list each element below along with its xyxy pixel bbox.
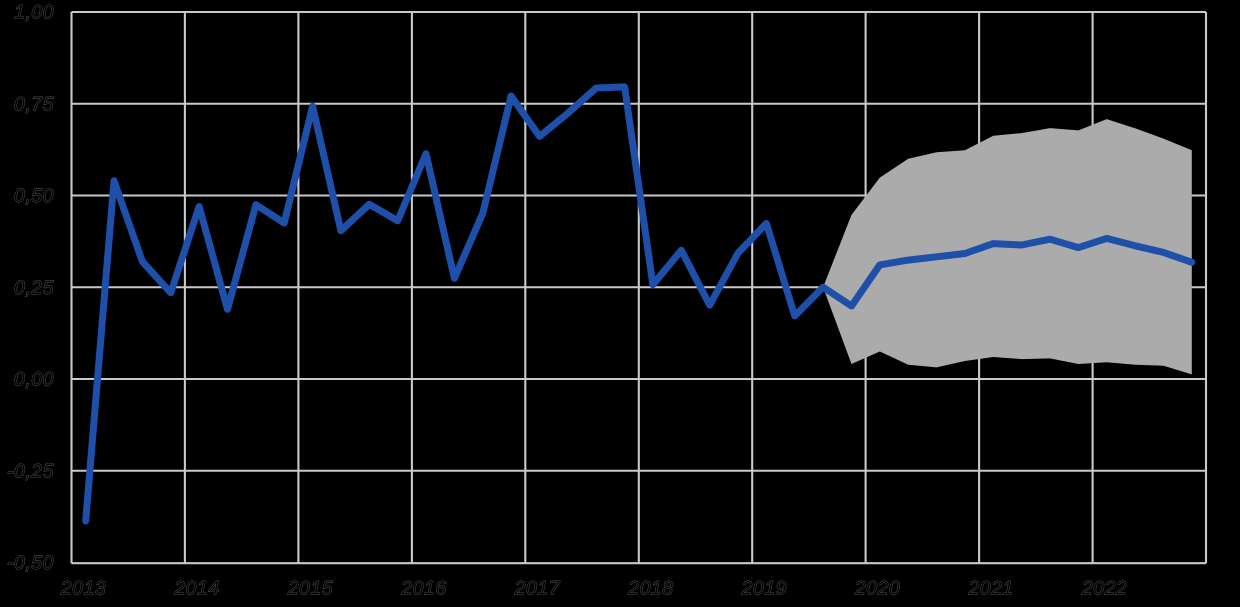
- svg-text:2021: 2021: [967, 577, 1013, 599]
- svg-text:2020: 2020: [854, 577, 900, 599]
- svg-text:2014: 2014: [173, 577, 219, 599]
- svg-text:2015: 2015: [287, 577, 333, 599]
- svg-text:-0,50: -0,50: [7, 552, 54, 574]
- svg-text:1,00: 1,00: [14, 2, 54, 24]
- svg-text:2017: 2017: [514, 577, 561, 599]
- svg-text:2022: 2022: [1081, 577, 1127, 599]
- svg-text:0,25: 0,25: [14, 277, 54, 299]
- svg-text:2016: 2016: [400, 577, 446, 599]
- svg-text:2013: 2013: [60, 577, 106, 599]
- svg-text:2019: 2019: [741, 577, 787, 599]
- svg-text:0,75: 0,75: [14, 93, 54, 115]
- svg-text:-0,25: -0,25: [7, 460, 54, 482]
- svg-text:0,00: 0,00: [14, 369, 54, 391]
- svg-text:0,50: 0,50: [14, 185, 54, 207]
- svg-text:2018: 2018: [627, 577, 673, 599]
